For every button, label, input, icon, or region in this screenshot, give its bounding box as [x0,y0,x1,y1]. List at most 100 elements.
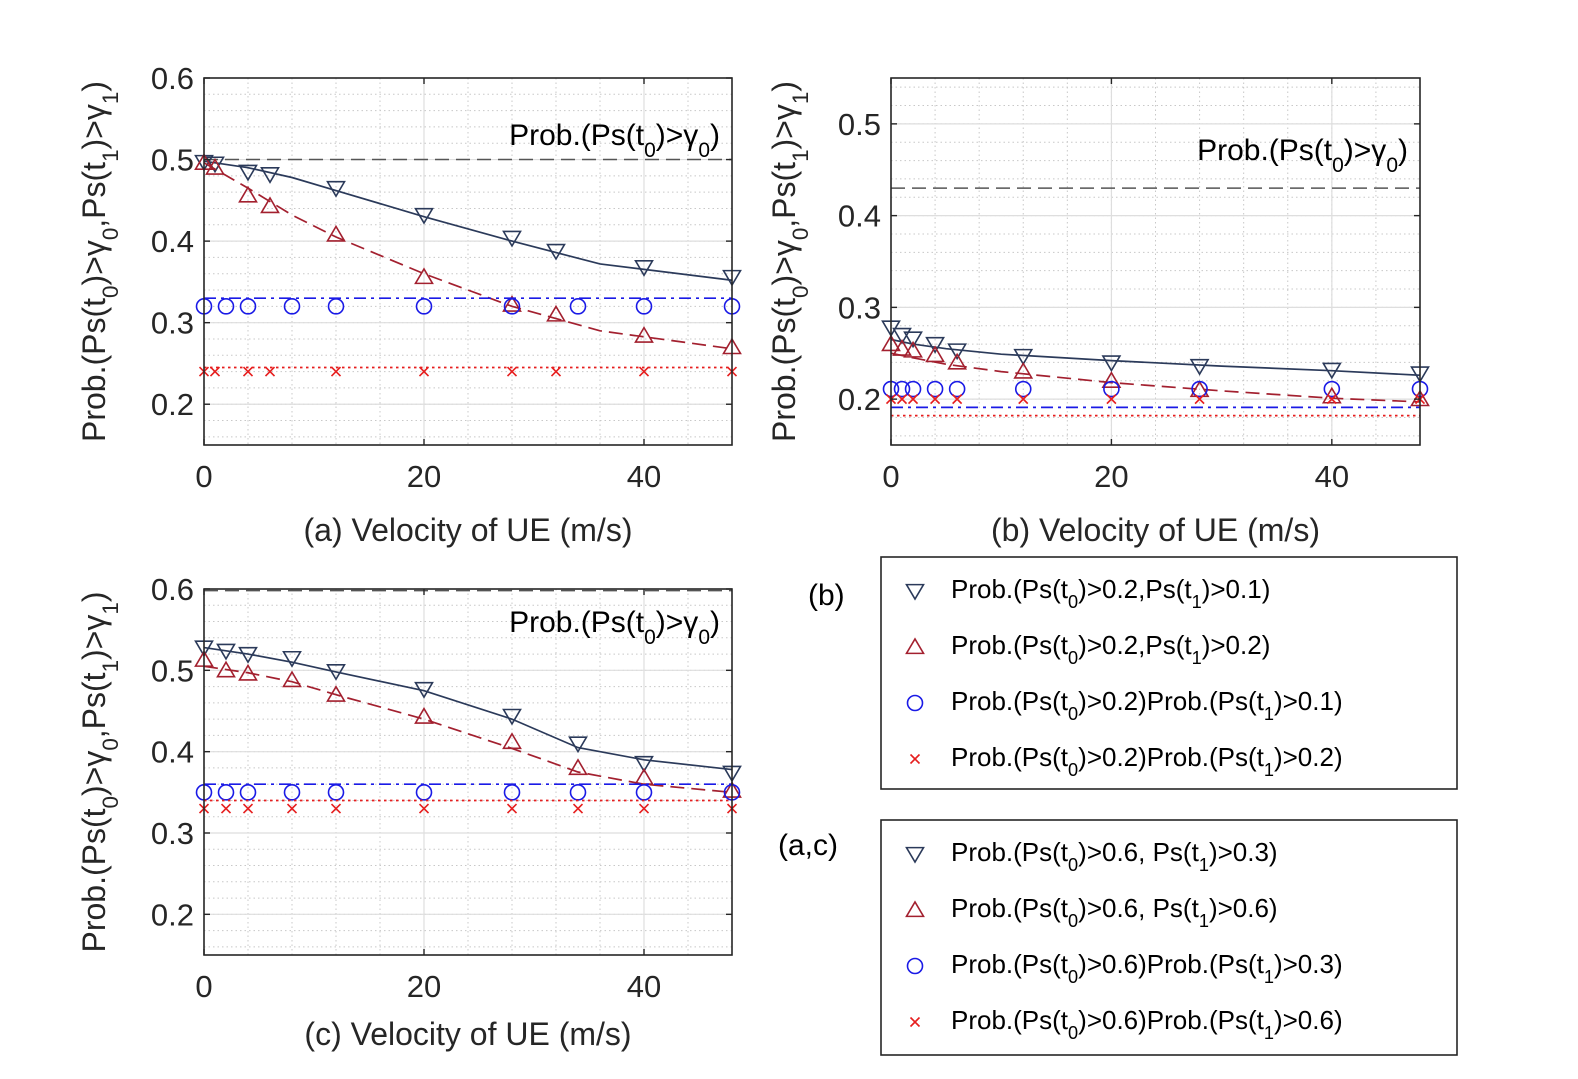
data-point [925,345,945,363]
data-point [926,380,944,398]
data-point [1018,394,1029,405]
x-tick-label: 0 [882,459,899,494]
data-point [216,643,236,661]
data-point [415,784,433,801]
y-axis-label: Prob.(Ps(t0)>γ0,Ps(t1)>γ1) [766,81,813,442]
data-point [1014,380,1032,398]
data-point [330,366,342,377]
data-point [1194,394,1205,405]
y-tick-label: 0.2 [838,382,881,417]
data-point [282,670,302,688]
data-point [238,164,258,182]
series-line [203,160,733,282]
data-point [260,167,280,184]
legend-marker [905,583,925,601]
data-point [947,343,968,361]
data-point [415,298,433,315]
legend-label: Prob.(Ps(t0)>0.6, Ps(t1)>0.6) [951,893,1278,931]
data-point [264,366,276,377]
data-point [903,340,923,358]
data-point [947,352,968,370]
data-point [216,660,236,678]
data-point [239,298,257,315]
data-point [414,207,434,225]
data-point [546,243,566,261]
y-tick-label: 0.5 [151,653,194,688]
legend-label: Prob.(Ps(t0)>0.6)Prob.(Ps(t1)>0.3) [951,949,1343,987]
data-point [326,224,346,242]
data-point [283,784,301,801]
x-tick-label: 40 [627,969,661,1004]
data-point [238,663,258,681]
data-point [238,185,258,203]
legend-b: (b) Prob.(Ps(t0)>0.2,Ps(t1)>0.1) Prob.(Ps(… [808,556,1458,790]
data-point [502,708,522,726]
x-tick-label: 20 [1094,459,1128,494]
data-point [283,298,301,315]
y-tick-label: 0.3 [151,816,194,851]
y-tick-label: 0.6 [151,572,194,607]
legend-marker [905,637,925,655]
data-point [952,394,963,405]
data-point [506,803,518,814]
legend-tag: (b) [808,579,845,612]
series-line [890,338,1421,377]
series-line [890,352,1421,403]
legend-tag: (a,c) [778,829,838,862]
y-tick-label: 0.5 [151,143,194,178]
x-axis-label: (a) Velocity of UE (m/s) [304,512,633,548]
data-point [238,646,258,664]
series-line [203,646,733,771]
data-point [896,394,908,405]
data-point [503,298,521,315]
data-point [1013,348,1034,366]
data-point [1321,362,1342,380]
data-point [1103,380,1120,398]
data-point [1191,380,1208,398]
data-point [893,380,911,398]
data-point [1323,380,1341,398]
annotation-label: Prob.(Ps(t0)>γ0) [1197,134,1408,177]
x-tick-label: 40 [1315,459,1349,494]
data-point [550,366,562,377]
series-line [203,162,733,350]
legend-marker [909,753,921,765]
data-point [286,803,298,814]
y-tick-label: 0.5 [838,107,881,142]
data-point [948,380,966,398]
legend-ac: (a,c) Prob.(Ps(t0)>0.6, Ps(t1)>0.3) Prob.(… [778,819,1458,1056]
legend-marker [905,900,925,918]
x-axis-label: (c) Velocity of UE (m/s) [304,1016,631,1052]
y-tick-label: 0.4 [151,735,194,770]
data-point [326,685,346,702]
data-point [638,366,650,377]
data-point [217,784,235,801]
data-point [634,260,654,277]
y-tick-label: 0.6 [151,61,194,96]
data-point [634,326,654,343]
y-axis-label: Prob.(Ps(t0)>γ0,Ps(t1)>γ1) [76,592,123,953]
y-tick-label: 0.3 [838,290,881,325]
data-point [242,366,254,377]
series-circle [882,380,1429,409]
data-point [327,298,345,315]
legend-label: Prob.(Ps(t0)>0.6, Ps(t1)>0.3) [951,837,1278,875]
data-point [326,180,346,198]
panel-b: 0 20 40 0.2 0.3 0.4 0.5 (b) Velocity of UE (m/s… [766,77,1430,548]
data-point [209,366,221,377]
data-point [546,304,566,322]
y-tick-label: 0.4 [838,199,881,234]
data-point [568,758,588,776]
y-tick-label: 0.2 [151,897,194,932]
data-point [904,380,922,398]
data-point [414,707,434,724]
legend-label: Prob.(Ps(t0)>0.2)Prob.(Ps(t1)>0.1) [951,686,1343,724]
data-point [502,295,522,312]
data-point [1326,394,1337,405]
x-tick-label: 40 [627,459,661,494]
series-tri-down [194,640,742,783]
data-point [925,336,945,354]
data-point [205,158,225,175]
data-point [892,339,912,356]
x-axis-label: (b) Velocity of UE (m/s) [991,512,1320,548]
